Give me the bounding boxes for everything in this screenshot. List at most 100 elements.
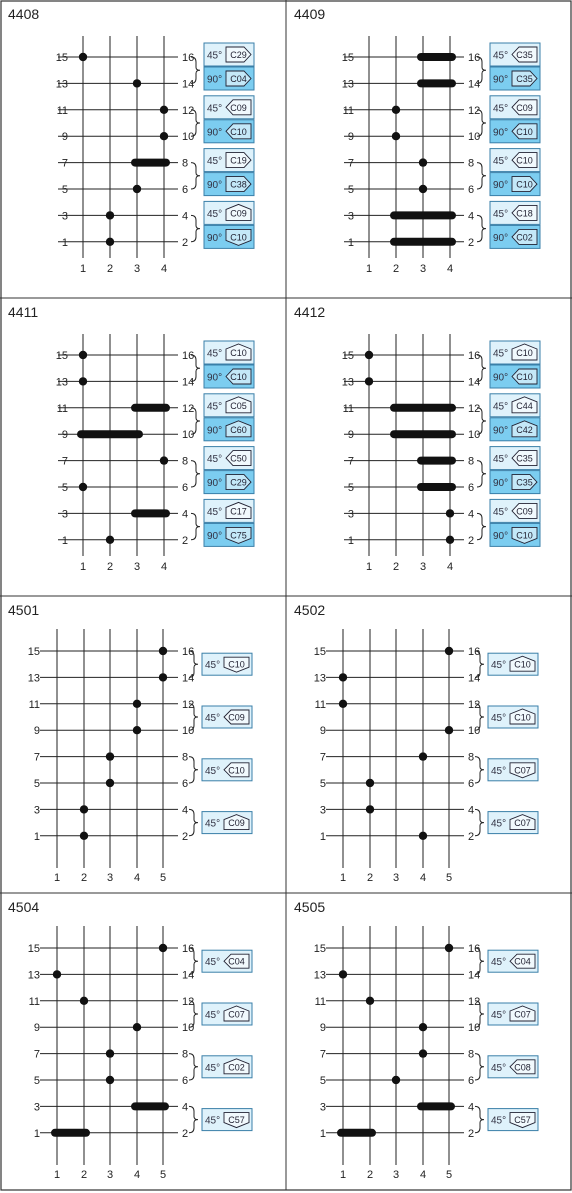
contact-dot: [418, 1049, 428, 1058]
left-row-label: 7: [320, 1049, 326, 1061]
right-row-label: 2: [182, 831, 188, 843]
pair-brace: [188, 1053, 199, 1081]
right-row-label: 6: [182, 778, 188, 790]
connector-box: 45° C18: [489, 200, 541, 225]
right-row-label: 4: [182, 210, 188, 222]
angle-label: 90°: [207, 478, 222, 489]
left-row-label: 11: [315, 996, 326, 1008]
left-row-label: 13: [314, 969, 326, 981]
connector-down-arrow-icon: [223, 656, 250, 673]
left-row-label: 5: [348, 184, 354, 196]
connector-box: 90° C10: [203, 119, 255, 144]
angle-label: 45°: [491, 1010, 506, 1021]
angle-label: 90°: [207, 373, 222, 384]
right-row-label: 4: [468, 508, 474, 520]
pair-brace: [474, 1053, 485, 1081]
connector-up-arrow-icon: [511, 396, 538, 414]
contact-dot: [52, 970, 62, 979]
contact-dot: [391, 1075, 401, 1085]
right-row-label: 14: [468, 672, 480, 684]
connector-up-arrow-icon: [225, 420, 252, 438]
connector-left-arrow-icon: [225, 123, 252, 140]
pair-brace: [190, 512, 201, 541]
connector-box: 45° C07: [487, 1002, 539, 1026]
right-row-label: 14: [468, 376, 480, 388]
contact-dot: [79, 805, 89, 814]
angle-label: 45°: [205, 1116, 220, 1127]
column-label: 3: [134, 561, 140, 573]
angle-label: 45°: [493, 51, 508, 62]
right-row-label: 14: [468, 969, 480, 981]
right-row-label: 8: [468, 752, 474, 764]
pair-brace: [476, 354, 487, 382]
connector-code: C35: [516, 478, 533, 488]
angle-label: 45°: [491, 957, 506, 968]
connector-box: 90° C10: [203, 364, 255, 389]
left-row-label: 15: [56, 350, 68, 362]
left-row-label: 13: [314, 672, 326, 684]
connector-code: C57: [228, 1115, 245, 1125]
contact-dot: [105, 535, 115, 544]
pair-brace: [476, 460, 487, 488]
left-row-label: 1: [348, 535, 354, 547]
connector-up-arrow-icon: [225, 203, 252, 221]
connector-box: 90° C10: [489, 522, 541, 547]
contact-dot: [132, 699, 142, 708]
connector-box: 45° C10: [487, 705, 539, 729]
column-label: 2: [107, 263, 113, 275]
connector-box: 45° C35: [489, 446, 541, 471]
column-label: 1: [54, 1169, 60, 1181]
left-row-label: 15: [56, 52, 68, 64]
contact-dot: [391, 105, 401, 115]
angle-label: 90°: [207, 75, 222, 86]
angle-label: 90°: [493, 425, 508, 436]
connector-code: C04: [514, 957, 531, 967]
contact-dot: [391, 132, 401, 141]
connector-box: 45° C09: [203, 200, 255, 225]
left-row-label: 5: [320, 1075, 326, 1087]
connector-box: 90° C29: [203, 470, 255, 495]
right-row-label: 16: [182, 350, 194, 362]
angle-label: 45°: [491, 713, 506, 724]
connector-box: 45° C09: [489, 498, 541, 523]
panel-id: 4504: [8, 899, 39, 915]
left-row-label: 9: [320, 725, 326, 737]
connector-left-arrow-icon: [223, 953, 250, 969]
connector-box: 45° C57: [487, 1108, 539, 1132]
connector-code: C44: [516, 401, 533, 411]
left-row-label: 11: [29, 996, 40, 1008]
column-label: 4: [447, 561, 453, 573]
contact-dot: [159, 105, 169, 115]
connector-right-arrow-icon: [225, 176, 252, 193]
angle-label: 90°: [207, 127, 222, 138]
angle-label: 45°: [491, 1116, 506, 1127]
column-label: 2: [81, 1169, 87, 1181]
column-label: 4: [420, 872, 426, 884]
connector-up-arrow-icon: [225, 396, 252, 414]
connector-code: C10: [228, 765, 245, 775]
left-row-label: 13: [342, 376, 354, 388]
connector-box: 45° C04: [487, 949, 539, 973]
column-label: 2: [367, 872, 373, 884]
left-row-label: 9: [34, 1022, 40, 1034]
angle-label: 45°: [205, 660, 220, 671]
left-row-label: 11: [343, 105, 354, 117]
contact-dot: [132, 184, 142, 194]
connector-left-arrow-icon: [511, 204, 538, 221]
left-row-label: 3: [62, 508, 68, 520]
angle-label: 45°: [493, 209, 508, 220]
left-row-label: 7: [348, 456, 354, 468]
column-label: 3: [393, 1169, 399, 1181]
panel-id: 4502: [294, 602, 325, 618]
column-label: 5: [160, 1169, 166, 1181]
angle-label: 90°: [207, 233, 222, 244]
connector-box: 45° C29: [203, 42, 255, 67]
pair-brace: [474, 1105, 485, 1134]
connector-box: 45° C10: [203, 340, 255, 365]
connector-up-arrow-icon: [509, 814, 536, 831]
right-row-label: 6: [182, 184, 188, 196]
